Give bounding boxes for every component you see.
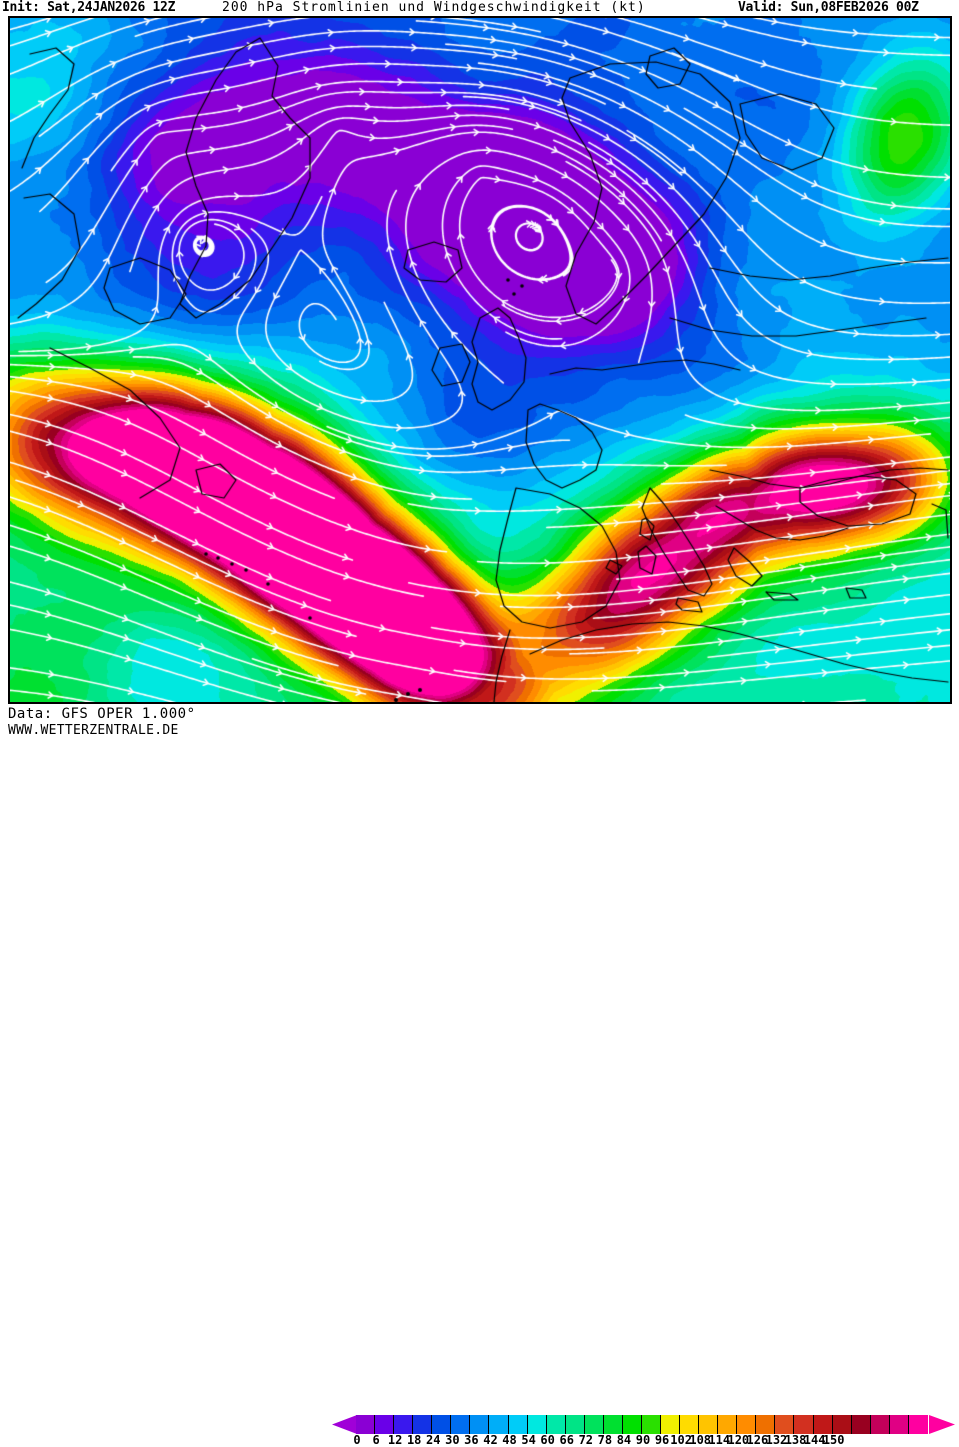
- colorbar-tick-label: 30: [445, 1433, 460, 1447]
- colorbar-cell: [908, 1415, 928, 1434]
- colorbar-tick-label: 60: [540, 1433, 555, 1447]
- colorbar-cell: [889, 1415, 909, 1434]
- colorbar-under-arrow-icon: [332, 1415, 357, 1434]
- init-time-label: Init: Sat,24JAN2026 12Z: [2, 0, 176, 15]
- colorbar-cell: [565, 1415, 585, 1434]
- colorbar-tick-label: 150: [822, 1433, 845, 1447]
- colorbar-cell: [603, 1415, 623, 1434]
- colorbar-tick-label: 24: [426, 1433, 441, 1447]
- colorbar-cell: [794, 1415, 814, 1434]
- colorbar-cell: [813, 1415, 833, 1434]
- colorbar-tick-label: 36: [464, 1433, 479, 1447]
- colorbar-tick-label: 12: [387, 1433, 403, 1447]
- chart-header: Init: Sat,24JAN2026 12Z 200 hPa Stromlin…: [0, 0, 959, 15]
- colorbar-tick-label: 54: [521, 1433, 536, 1447]
- colorbar-cell: [737, 1415, 757, 1434]
- colorbar-legend: 0 6 12 18 24 30 36 42 48 54 60 66 72 78 84 90 96 102 108 11…: [332, 1415, 955, 1447]
- colorbar-tick-label: 78: [597, 1433, 613, 1447]
- website-label: WWW.WETTERZENTRALE.DE: [8, 723, 179, 738]
- chart-footer: Data: GFS OPER 1.000° WWW.WETTERZENTRALE…: [0, 706, 959, 1447]
- colorbar-tick-label: 96: [654, 1433, 670, 1447]
- colorbar-tick-label: 72: [578, 1433, 594, 1447]
- data-source-label: Data: GFS OPER 1.000°: [8, 706, 196, 722]
- colorbar-cell: [851, 1415, 871, 1434]
- colorbar-over-arrow-icon: [929, 1415, 955, 1434]
- map-frame: [8, 16, 952, 704]
- colorbar-cell: [413, 1415, 433, 1434]
- colorbar-tick-label: 0: [353, 1433, 361, 1447]
- colorbar-tick-label: 90: [635, 1433, 651, 1447]
- colorbar-tick-labels: 0 6 12 18 24 30 36 42 48 54 60 66 72 78 84 90 96 102 108 11…: [332, 1434, 955, 1447]
- colorbar-cell: [470, 1415, 490, 1434]
- colorbar-tick-label: 84: [616, 1433, 632, 1447]
- colorbar-cell: [870, 1415, 890, 1434]
- chart-title: 200 hPa Stromlinien und Windgeschwindigk…: [222, 0, 646, 15]
- colorbar-cell: [680, 1415, 700, 1434]
- colorbar-cell: [584, 1415, 604, 1434]
- colorbar-cell: [756, 1415, 776, 1434]
- colorbar-tick-label: 42: [483, 1433, 498, 1447]
- colorbar-cell: [641, 1415, 661, 1434]
- gfs-200hpa-streamline-map: [10, 18, 950, 702]
- colorbar-cell: [546, 1415, 566, 1434]
- colorbar-bar: [332, 1415, 955, 1434]
- colorbar-cell: [432, 1415, 452, 1434]
- colorbar-cell: [699, 1415, 719, 1434]
- colorbar-cell: [622, 1415, 642, 1434]
- colorbar-tick-label: 18: [406, 1433, 422, 1447]
- colorbar-cell: [832, 1415, 852, 1434]
- colorbar-tick-label: 66: [559, 1433, 574, 1447]
- colorbar-cell: [718, 1415, 738, 1434]
- colorbar-cell: [661, 1415, 681, 1434]
- colorbar-cell: [356, 1415, 376, 1434]
- colorbar-cell: [775, 1415, 795, 1434]
- valid-time-label: Valid: Sun,08FEB2026 00Z: [738, 0, 919, 15]
- colorbar-cell: [451, 1415, 471, 1434]
- colorbar-cell: [489, 1415, 509, 1434]
- colorbar-cells: [356, 1415, 928, 1434]
- colorbar-cell: [527, 1415, 547, 1434]
- colorbar-tick-label: 6: [372, 1433, 380, 1447]
- colorbar-cell: [375, 1415, 395, 1434]
- colorbar-cell: [508, 1415, 528, 1434]
- colorbar-tick-label: 48: [502, 1433, 517, 1447]
- colorbar-cell: [394, 1415, 414, 1434]
